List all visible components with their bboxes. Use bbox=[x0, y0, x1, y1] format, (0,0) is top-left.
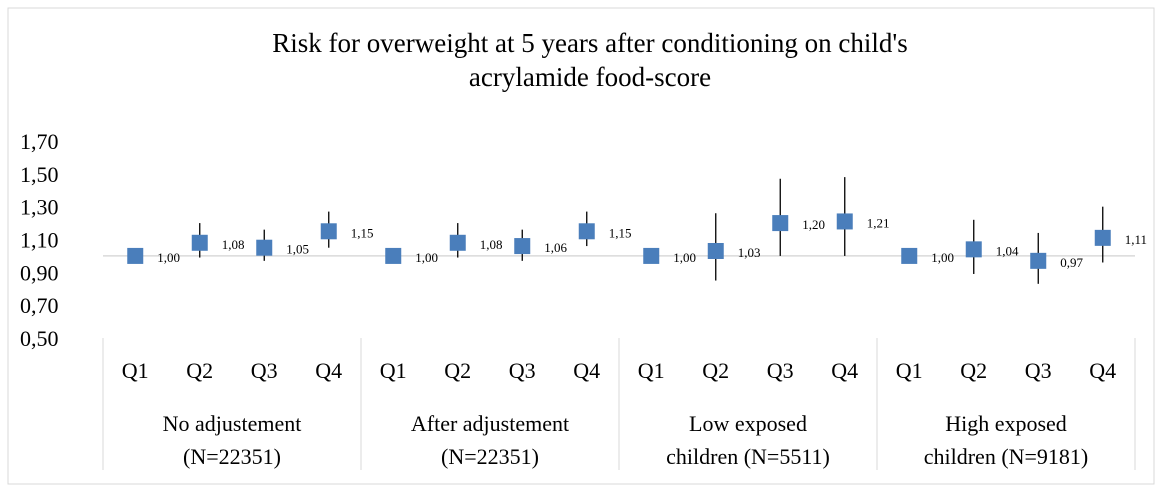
group-label: (N=22351) bbox=[183, 444, 281, 469]
marker bbox=[1030, 252, 1047, 269]
x-tick-label: Q1 bbox=[638, 358, 665, 383]
group-label: children (N=5511) bbox=[666, 444, 830, 469]
y-tick-label: 1,10 bbox=[20, 228, 59, 253]
value-label: 1,15 bbox=[351, 225, 374, 240]
marker bbox=[643, 247, 660, 264]
group-label: (N=22351) bbox=[441, 444, 539, 469]
group-label: High exposed bbox=[945, 411, 1067, 436]
x-tick-label: Q3 bbox=[767, 358, 794, 383]
x-tick-label: Q4 bbox=[831, 358, 858, 383]
marker bbox=[514, 238, 531, 255]
marker bbox=[836, 213, 853, 230]
x-tick-label: Q2 bbox=[444, 358, 471, 383]
chart-title: acrylamide food-score bbox=[469, 62, 711, 92]
marker bbox=[320, 223, 337, 240]
group-label: After adjustement bbox=[411, 411, 569, 436]
value-label: 1,00 bbox=[931, 250, 954, 265]
x-tick-label: Q3 bbox=[509, 358, 536, 383]
x-tick-label: Q1 bbox=[380, 358, 407, 383]
x-tick-label: Q4 bbox=[1089, 358, 1116, 383]
y-tick-label: 0,70 bbox=[20, 293, 59, 318]
y-tick-label: 1,70 bbox=[20, 129, 59, 154]
value-label: 1,04 bbox=[996, 243, 1019, 258]
value-label: 1,08 bbox=[222, 237, 245, 252]
x-tick-label: Q1 bbox=[122, 358, 149, 383]
x-tick-label: Q3 bbox=[1025, 358, 1052, 383]
marker bbox=[707, 242, 724, 259]
y-tick-label: 0,90 bbox=[20, 260, 59, 285]
value-label: 1,15 bbox=[609, 225, 632, 240]
value-label: 1,08 bbox=[480, 237, 503, 252]
group-label: children (N=9181) bbox=[924, 444, 1089, 469]
value-label: 1,00 bbox=[157, 250, 180, 265]
value-label: 1,20 bbox=[802, 217, 825, 232]
marker bbox=[965, 241, 982, 258]
marker bbox=[578, 223, 595, 240]
marker bbox=[256, 239, 273, 256]
x-tick-label: Q3 bbox=[251, 358, 278, 383]
x-tick-label: Q4 bbox=[573, 358, 600, 383]
y-tick-label: 1,50 bbox=[20, 162, 59, 187]
marker bbox=[449, 234, 466, 251]
y-tick-label: 1,30 bbox=[20, 195, 59, 220]
x-tick-label: Q4 bbox=[315, 358, 342, 383]
marker bbox=[1094, 229, 1111, 246]
value-label: 1,00 bbox=[673, 250, 696, 265]
x-tick-label: Q2 bbox=[186, 358, 213, 383]
group-label: Low exposed bbox=[689, 411, 807, 436]
chart-title: Risk for overweight at 5 years after con… bbox=[272, 28, 907, 58]
value-label: 1,06 bbox=[544, 240, 567, 255]
marker bbox=[901, 247, 918, 264]
y-tick-label: 0,50 bbox=[20, 326, 59, 351]
value-label: 1,00 bbox=[415, 250, 438, 265]
x-tick-label: Q1 bbox=[896, 358, 923, 383]
marker bbox=[385, 247, 402, 264]
value-label: 1,11 bbox=[1125, 232, 1147, 247]
x-tick-label: Q2 bbox=[702, 358, 729, 383]
marker bbox=[191, 234, 208, 251]
value-label: 1,21 bbox=[867, 215, 890, 230]
x-tick-label: Q2 bbox=[960, 358, 987, 383]
value-label: 1,05 bbox=[286, 242, 309, 257]
group-label: No adjustement bbox=[163, 411, 302, 436]
value-label: 0,97 bbox=[1060, 255, 1083, 270]
marker bbox=[772, 215, 789, 232]
value-label: 1,03 bbox=[738, 245, 761, 260]
marker bbox=[127, 247, 144, 264]
